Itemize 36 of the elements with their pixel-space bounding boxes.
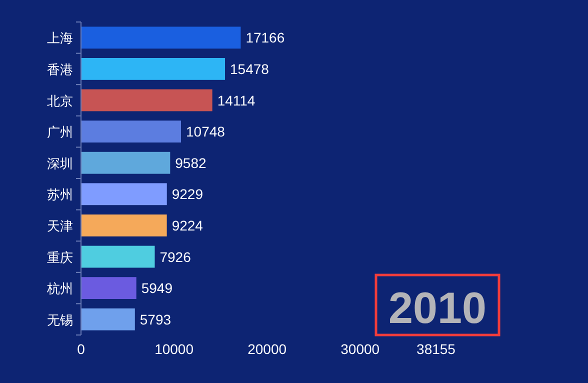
data-label: 9224 xyxy=(172,217,204,234)
x-tick-label: 30000 xyxy=(340,341,380,357)
bar xyxy=(81,58,226,80)
x-tick-label: 10000 xyxy=(154,341,194,357)
x-tick-label: 0 xyxy=(77,341,86,357)
x-tick-label: 38155 xyxy=(416,341,456,357)
bar xyxy=(81,214,167,236)
bar xyxy=(81,152,170,174)
data-label: 15478 xyxy=(230,60,270,77)
y-tick-label: 广州 xyxy=(47,124,73,140)
data-label: 9582 xyxy=(175,154,207,171)
y-tick-label: 苏州 xyxy=(47,187,73,202)
bar xyxy=(81,183,167,206)
data-label: 9229 xyxy=(172,186,204,202)
y-tick-label: 北京 xyxy=(47,93,73,108)
x-tick-label: 20000 xyxy=(248,341,287,357)
data-label: 14114 xyxy=(217,92,256,108)
data-label: 10748 xyxy=(186,124,226,140)
bar xyxy=(81,246,155,268)
y-tick-label: 无锡 xyxy=(47,312,73,328)
data-label: 17166 xyxy=(246,30,285,46)
y-tick-label: 上海 xyxy=(47,30,73,46)
bar xyxy=(81,277,136,300)
annotation: 2010 xyxy=(388,284,486,333)
bar xyxy=(81,308,135,330)
y-tick-label: 深圳 xyxy=(47,156,73,171)
data-label: 5793 xyxy=(140,311,172,328)
y-tick-label: 杭州 xyxy=(46,281,73,296)
bar xyxy=(81,89,212,112)
y-tick-label: 天津 xyxy=(47,218,73,234)
data-label: 7926 xyxy=(160,248,192,265)
bar xyxy=(81,26,241,49)
bar xyxy=(81,120,181,143)
y-tick-label: 香港 xyxy=(47,62,73,77)
data-label: 5949 xyxy=(141,280,173,296)
y-tick-label: 重庆 xyxy=(47,250,73,265)
